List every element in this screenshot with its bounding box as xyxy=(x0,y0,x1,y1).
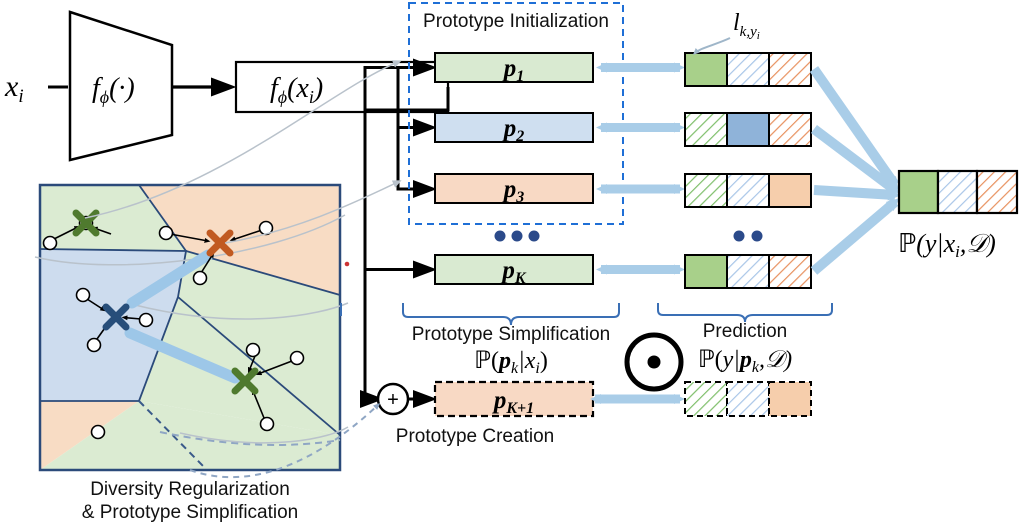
svg-text:Prototype Simplification: Prototype Simplification xyxy=(412,324,611,345)
svg-text:lk,yi: lk,yi xyxy=(733,10,760,42)
svg-text:ℙ(y|pk,𝒟): ℙ(y|pk,𝒟) xyxy=(698,347,792,376)
svg-text:Prototype Creation: Prototype Creation xyxy=(396,426,554,447)
svg-text:+: + xyxy=(387,389,399,411)
svg-text:xi: xi xyxy=(4,70,24,107)
svg-text:Prediction: Prediction xyxy=(703,321,788,342)
svg-text:fϕ(·): fϕ(·) xyxy=(92,73,135,107)
svg-text:Prototype Initialization: Prototype Initialization xyxy=(423,11,609,32)
svg-text:Diversity Regularization: Diversity Regularization xyxy=(90,479,290,500)
svg-text:ℙ(y|xi,𝒟): ℙ(y|xi,𝒟) xyxy=(898,229,996,261)
svg-text:& Prototype Simplification: & Prototype Simplification xyxy=(82,502,299,523)
svg-text:ℙ(pk|xi): ℙ(pk|xi) xyxy=(474,348,548,377)
